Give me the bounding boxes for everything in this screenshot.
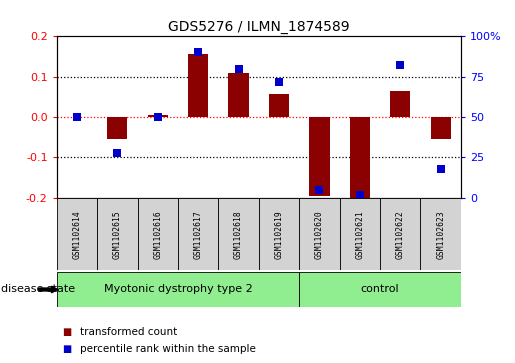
Text: GSM1102618: GSM1102618 (234, 210, 243, 258)
Bar (178, 198, 218, 270)
Point (396, 62, 404, 68)
Text: GSM1102619: GSM1102619 (274, 210, 283, 258)
Point (73, 114, 81, 120)
Text: ■: ■ (62, 344, 71, 354)
Bar (299, 198, 340, 270)
Text: GSM1102621: GSM1102621 (355, 210, 364, 258)
Text: GSM1102622: GSM1102622 (396, 210, 405, 258)
Bar (259, 198, 299, 270)
Text: GSM1102614: GSM1102614 (73, 210, 81, 258)
Bar (299, 272, 461, 307)
Bar (340, 198, 380, 270)
Bar (188, 54, 208, 117)
Text: GSM1102620: GSM1102620 (315, 210, 324, 258)
Bar (57, 198, 97, 270)
Bar (107, 117, 127, 139)
Point (153, 114, 162, 120)
Bar (218, 198, 259, 270)
Bar (229, 73, 249, 117)
Bar (148, 115, 168, 117)
Text: disease state: disease state (1, 285, 75, 294)
Bar (310, 117, 330, 196)
Text: GSM1102623: GSM1102623 (436, 210, 445, 258)
Point (315, 187, 323, 193)
Text: GSM1102616: GSM1102616 (153, 210, 162, 258)
Point (437, 166, 445, 172)
Text: ■: ■ (62, 327, 71, 337)
Text: percentile rank within the sample: percentile rank within the sample (80, 344, 256, 354)
Point (113, 150, 122, 155)
Point (275, 79, 283, 85)
Bar (138, 198, 178, 270)
Bar (269, 94, 289, 117)
Bar (421, 198, 461, 270)
Bar (390, 91, 410, 117)
Title: GDS5276 / ILMN_1874589: GDS5276 / ILMN_1874589 (168, 20, 350, 34)
Bar (97, 198, 138, 270)
Text: transformed count: transformed count (80, 327, 177, 337)
Bar (431, 117, 451, 139)
Point (356, 192, 364, 197)
Point (194, 49, 202, 55)
Text: GSM1102617: GSM1102617 (194, 210, 202, 258)
Text: GSM1102615: GSM1102615 (113, 210, 122, 258)
Point (234, 66, 243, 72)
Text: control: control (361, 285, 400, 294)
Bar (350, 117, 370, 200)
Bar (380, 198, 421, 270)
Text: Myotonic dystrophy type 2: Myotonic dystrophy type 2 (104, 285, 252, 294)
Bar (57, 272, 299, 307)
